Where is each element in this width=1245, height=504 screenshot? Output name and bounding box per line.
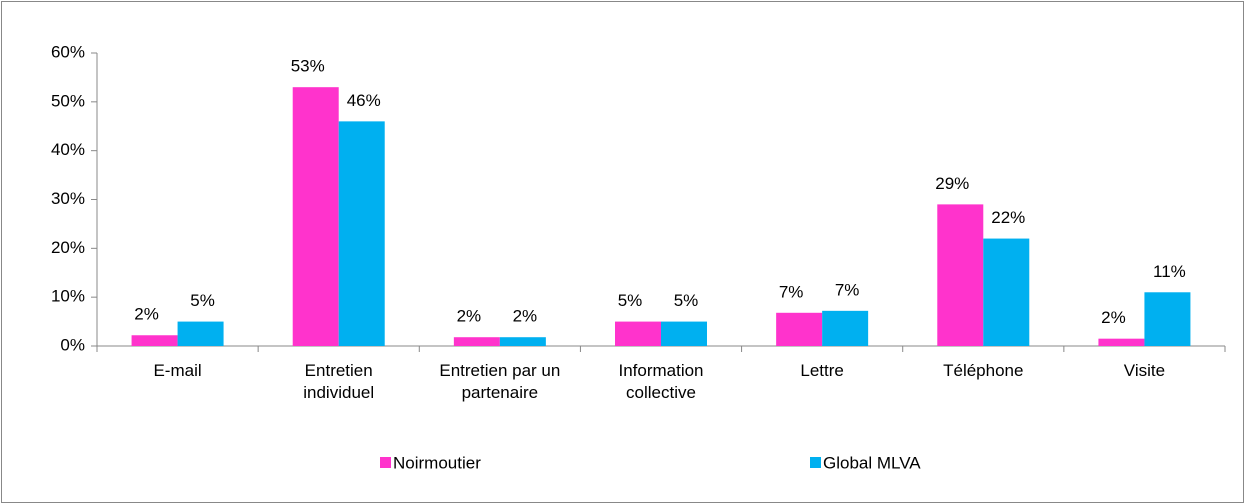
x-tick-label: Entretien par un partenaire xyxy=(439,361,561,402)
legend-swatch xyxy=(810,457,821,468)
x-tick-label: E-mail xyxy=(153,361,202,380)
x-tick-label: Lettre xyxy=(800,361,844,380)
bar xyxy=(499,337,546,346)
value-label: 5% xyxy=(190,291,215,310)
x-tick-label: Visite xyxy=(1123,361,1166,380)
y-tick-label: 20% xyxy=(51,238,85,257)
legend-label: Global MLVA xyxy=(823,453,921,472)
value-label: 29% xyxy=(935,174,969,193)
y-tick-label: 50% xyxy=(51,91,85,110)
bar xyxy=(983,238,1030,346)
y-tick-label: 60% xyxy=(51,42,85,61)
legend-swatch xyxy=(380,457,391,468)
value-label: 22% xyxy=(991,208,1025,227)
bar xyxy=(338,121,385,346)
x-tick-label: Information collective xyxy=(618,361,704,402)
legend-label: Noirmoutier xyxy=(393,453,481,472)
value-label: 53% xyxy=(291,57,325,76)
bar xyxy=(822,310,869,346)
bar xyxy=(1144,292,1191,346)
value-label: 2% xyxy=(1101,308,1126,327)
value-label: 5% xyxy=(618,291,643,310)
bar xyxy=(937,204,984,346)
x-tick-label: Entretien individuel xyxy=(303,361,375,402)
bar xyxy=(131,335,178,346)
x-tick-label: Téléphone xyxy=(943,361,1024,380)
bar xyxy=(615,321,661,346)
value-label: 7% xyxy=(779,282,804,301)
y-tick-label: 40% xyxy=(51,140,85,159)
y-tick-label: 10% xyxy=(51,287,85,306)
bar xyxy=(661,321,707,346)
value-label: 2% xyxy=(134,305,159,324)
value-label: 46% xyxy=(347,91,381,110)
y-tick-label: 30% xyxy=(51,189,85,208)
bar xyxy=(292,87,339,346)
value-label: 5% xyxy=(674,291,699,310)
value-label: 2% xyxy=(513,307,538,326)
value-label: 11% xyxy=(1153,262,1186,281)
bar xyxy=(1098,338,1145,346)
value-label: 7% xyxy=(835,280,860,299)
bar xyxy=(776,312,823,346)
bar xyxy=(177,321,224,346)
bar xyxy=(453,337,500,346)
y-tick-label: 0% xyxy=(60,335,85,354)
value-label: 2% xyxy=(457,307,482,326)
